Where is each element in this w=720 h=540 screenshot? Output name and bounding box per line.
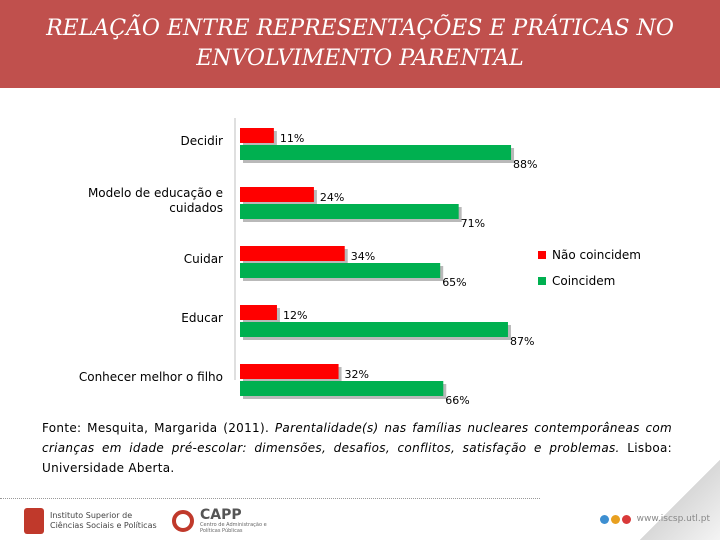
dot-red bbox=[621, 514, 631, 524]
bar-coincidem bbox=[240, 263, 441, 278]
data-label: 11% bbox=[280, 132, 304, 145]
source-suffix: Lisboa: Universidade Aberta. bbox=[42, 441, 672, 475]
capp-logo[interactable]: CAPP Centro de Administração e Políticas… bbox=[172, 508, 270, 534]
legend-label: Coincidem bbox=[552, 274, 616, 288]
source-prefix: Fonte: Mesquita, Margarida (2011). bbox=[42, 421, 275, 435]
bar-nao-coincidem bbox=[240, 364, 339, 379]
category-label-line: Cuidar bbox=[184, 252, 223, 266]
dot-blue bbox=[599, 514, 609, 524]
data-label: 65% bbox=[442, 276, 466, 289]
category-label: Conhecer melhor o filho bbox=[79, 370, 223, 384]
category-label: Cuidar bbox=[184, 252, 223, 266]
iscsp-logo-text: Instituto Superior de Ciências Sociais e… bbox=[50, 511, 157, 530]
source-title: Parentalidade(s) nas famílias nucleares … bbox=[42, 421, 673, 455]
dot-orange bbox=[610, 514, 620, 524]
bar-nao-coincidem bbox=[240, 128, 274, 143]
footer: Instituto Superior de Ciências Sociais e… bbox=[0, 500, 720, 540]
legend-item-coincidem: Coincidem bbox=[538, 268, 641, 294]
bar-nao-coincidem bbox=[240, 246, 345, 261]
category-label: Modelo de educação e cuidados bbox=[88, 186, 223, 215]
bar-coincidem bbox=[240, 204, 459, 219]
page-curl-decoration bbox=[640, 460, 720, 540]
data-label: 88% bbox=[513, 158, 537, 171]
site-dots-icon bbox=[598, 514, 631, 524]
data-label: 34% bbox=[351, 250, 375, 263]
data-label: 66% bbox=[445, 394, 469, 407]
category-label: Decidir bbox=[181, 134, 224, 148]
capp-logo-subtitle: Centro de Administração e Políticas Públ… bbox=[200, 522, 267, 534]
category-label-line: Decidir bbox=[181, 134, 224, 148]
legend-swatch-green bbox=[538, 277, 546, 285]
category-label: Educar bbox=[181, 311, 223, 325]
data-label: 32% bbox=[345, 368, 369, 381]
bar-chart: Decidir 11% 88% Modelo de educação e cuidado… bbox=[79, 118, 537, 407]
category-label-line: Conhecer melhor o filho bbox=[79, 370, 223, 384]
category-label-line: cuidados bbox=[169, 201, 223, 215]
website-url: www.iscsp.utl.pt bbox=[636, 514, 710, 524]
footer-divider bbox=[0, 498, 540, 499]
page-title: RELAÇÃO ENTRE REPRESENTAÇÕES E PRÁTICAS … bbox=[46, 16, 674, 71]
capp-logo-name: CAPP bbox=[200, 507, 242, 523]
category-label-line: Modelo de educação e bbox=[88, 186, 223, 200]
data-label: 12% bbox=[283, 309, 307, 322]
bar-coincidem bbox=[240, 381, 444, 396]
data-label: 24% bbox=[320, 191, 344, 204]
bar-coincidem bbox=[240, 322, 508, 337]
legend-item-nao-coincidem: Não coincidem bbox=[538, 242, 641, 268]
iscsp-emblem-icon bbox=[24, 508, 44, 534]
legend: Não coincidem Coincidem bbox=[538, 242, 641, 294]
category-label-line: Educar bbox=[181, 311, 223, 325]
legend-swatch-red bbox=[538, 251, 546, 259]
bar-coincidem bbox=[240, 145, 512, 160]
website-link[interactable]: www.iscsp.utl.pt bbox=[598, 514, 710, 524]
data-label: 87% bbox=[510, 335, 534, 348]
capp-ring-icon bbox=[172, 510, 194, 532]
bar-nao-coincidem bbox=[240, 187, 314, 202]
source-citation: Fonte: Mesquita, Margarida (2011). Paren… bbox=[42, 418, 672, 478]
iscsp-logo[interactable]: Instituto Superior de Ciências Sociais e… bbox=[24, 508, 160, 534]
legend-label: Não coincidem bbox=[552, 248, 641, 262]
title-bar: RELAÇÃO ENTRE REPRESENTAÇÕES E PRÁTICAS … bbox=[0, 0, 720, 88]
bar-nao-coincidem bbox=[240, 305, 277, 320]
data-label: 71% bbox=[461, 217, 485, 230]
